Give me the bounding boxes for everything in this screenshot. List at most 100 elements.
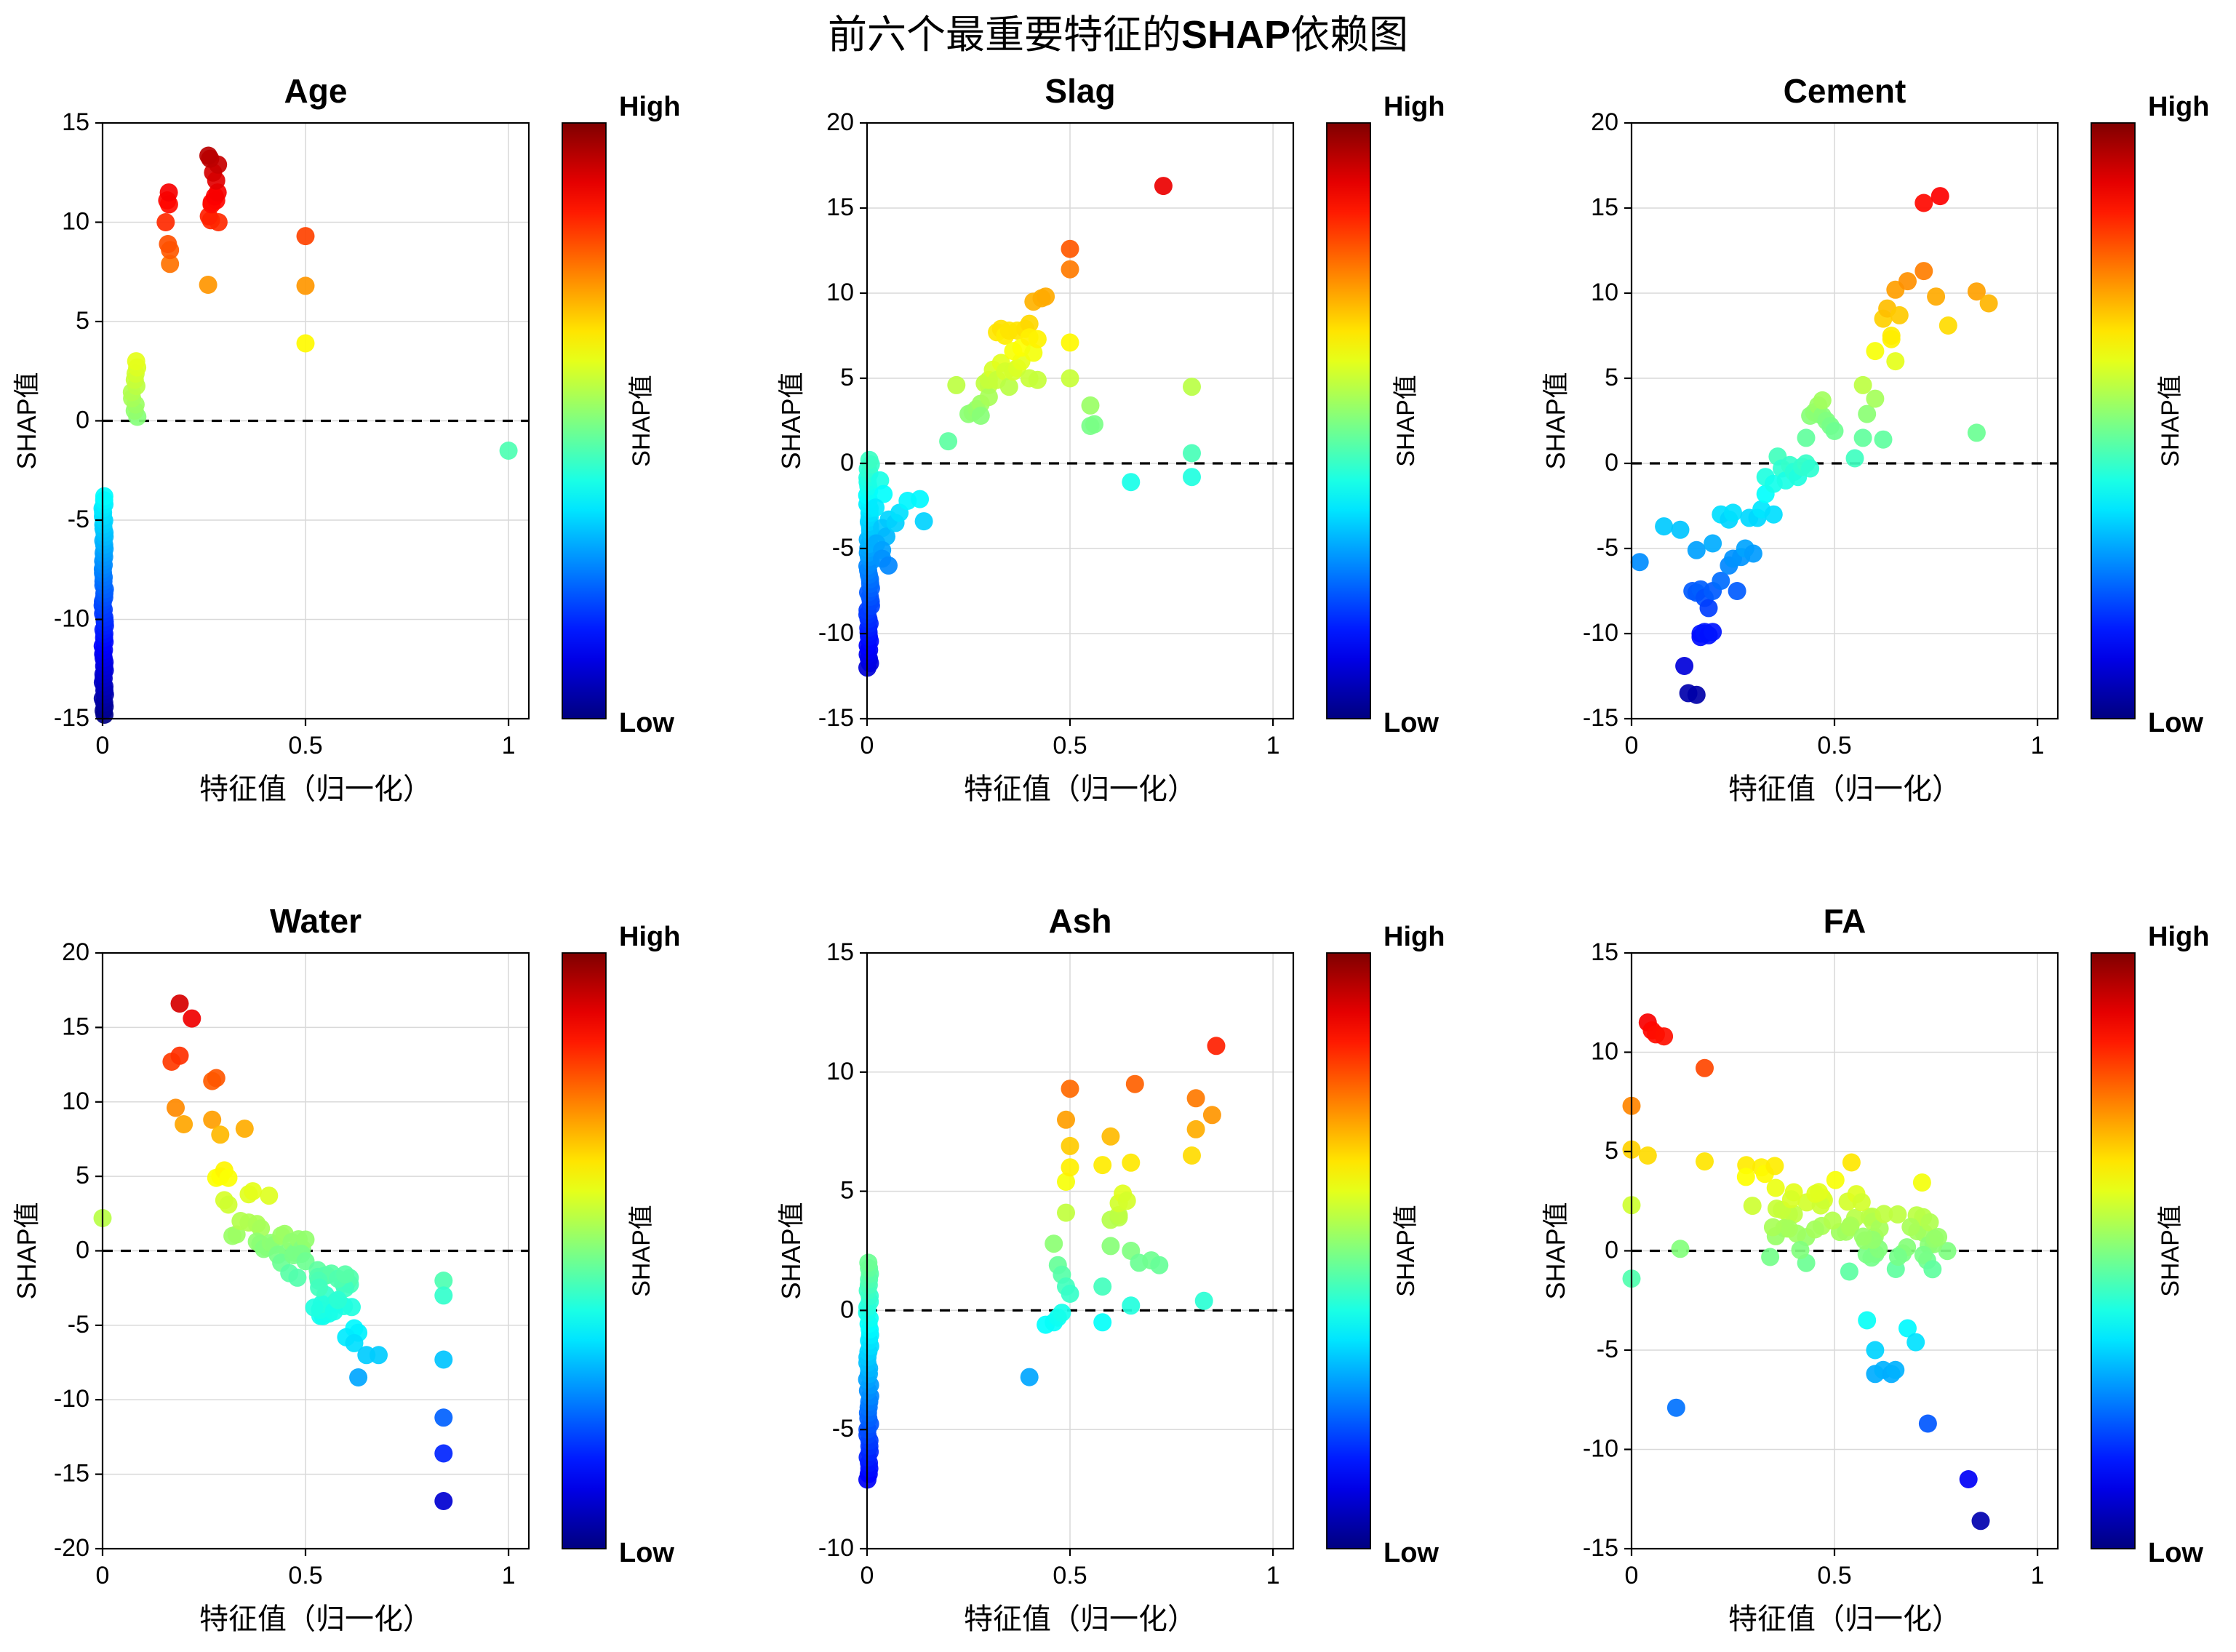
- svg-text:-10: -10: [818, 619, 854, 647]
- svg-text:Low: Low: [2148, 708, 2203, 738]
- svg-text:10: 10: [1591, 1038, 1618, 1066]
- svg-text:特征值（归一化）: 特征值（归一化）: [964, 773, 1197, 805]
- svg-text:0: 0: [76, 407, 89, 434]
- svg-text:0.5: 0.5: [1817, 732, 1851, 759]
- svg-text:-5: -5: [832, 1415, 854, 1442]
- svg-text:-10: -10: [54, 1385, 89, 1413]
- svg-text:1: 1: [2031, 1562, 2045, 1589]
- svg-text:High: High: [619, 92, 680, 122]
- svg-text:15: 15: [62, 1013, 89, 1040]
- svg-text:SHAP值: SHAP值: [2157, 375, 2184, 467]
- svg-text:20: 20: [62, 938, 89, 966]
- svg-text:0: 0: [1605, 449, 1618, 476]
- svg-text:-5: -5: [68, 506, 89, 533]
- svg-text:High: High: [2148, 92, 2209, 122]
- svg-text:Age: Age: [284, 72, 348, 110]
- svg-text:5: 5: [840, 364, 854, 391]
- svg-text:-10: -10: [1583, 1435, 1618, 1463]
- svg-text:Ash: Ash: [1049, 902, 1112, 940]
- svg-text:10: 10: [62, 1088, 89, 1115]
- svg-text:Low: Low: [619, 708, 674, 738]
- svg-text:-5: -5: [68, 1311, 89, 1338]
- svg-text:0: 0: [861, 732, 874, 759]
- svg-text:-15: -15: [54, 1460, 89, 1488]
- svg-text:SHAP值: SHAP值: [776, 372, 806, 469]
- svg-text:0: 0: [1605, 1237, 1618, 1264]
- svg-text:特征值（归一化）: 特征值（归一化）: [1728, 773, 1961, 805]
- svg-text:High: High: [619, 922, 680, 952]
- svg-text:SHAP值: SHAP值: [628, 375, 655, 467]
- svg-text:前六个最重要特征的SHAP依赖图: 前六个最重要特征的SHAP依赖图: [828, 13, 1408, 57]
- svg-text:SHAP值: SHAP值: [1392, 375, 1420, 467]
- svg-text:特征值（归一化）: 特征值（归一化）: [964, 1603, 1197, 1635]
- svg-text:Slag: Slag: [1045, 72, 1115, 110]
- svg-text:20: 20: [826, 108, 854, 136]
- svg-text:0: 0: [1625, 1562, 1639, 1589]
- svg-text:Water: Water: [270, 902, 362, 940]
- svg-text:0: 0: [840, 449, 854, 476]
- svg-text:0.5: 0.5: [1053, 1562, 1087, 1589]
- svg-text:15: 15: [1591, 938, 1618, 966]
- svg-text:1: 1: [502, 1562, 516, 1589]
- svg-text:20: 20: [1591, 108, 1618, 136]
- svg-text:5: 5: [76, 1162, 89, 1189]
- svg-text:High: High: [1383, 92, 1445, 122]
- svg-text:Low: Low: [619, 1538, 674, 1568]
- svg-text:Low: Low: [1383, 708, 1439, 738]
- svg-text:0: 0: [76, 1237, 89, 1264]
- svg-text:SHAP值: SHAP值: [1541, 372, 1570, 469]
- svg-text:0.5: 0.5: [288, 732, 322, 759]
- svg-text:特征值（归一化）: 特征值（归一化）: [199, 773, 432, 805]
- svg-text:10: 10: [826, 279, 854, 306]
- svg-text:-5: -5: [1597, 534, 1618, 562]
- svg-text:0.5: 0.5: [1053, 732, 1087, 759]
- svg-text:Low: Low: [2148, 1538, 2203, 1568]
- svg-text:10: 10: [1591, 279, 1618, 306]
- svg-text:0: 0: [1625, 732, 1639, 759]
- svg-text:特征值（归一化）: 特征值（归一化）: [1728, 1603, 1961, 1635]
- svg-text:-20: -20: [54, 1534, 89, 1562]
- svg-text:10: 10: [62, 208, 89, 236]
- svg-text:0: 0: [96, 1562, 110, 1589]
- svg-text:-15: -15: [818, 704, 854, 732]
- svg-text:5: 5: [1605, 1137, 1618, 1165]
- svg-text:SHAP值: SHAP值: [776, 1202, 806, 1299]
- svg-text:SHAP值: SHAP值: [1392, 1205, 1420, 1297]
- svg-text:0.5: 0.5: [1817, 1562, 1851, 1589]
- svg-text:-5: -5: [1597, 1336, 1618, 1363]
- svg-text:1: 1: [1266, 732, 1280, 759]
- svg-text:-10: -10: [1583, 619, 1618, 647]
- svg-text:5: 5: [1605, 364, 1618, 391]
- svg-text:High: High: [1383, 922, 1445, 952]
- svg-text:Cement: Cement: [1784, 72, 1906, 110]
- svg-text:0: 0: [96, 732, 110, 759]
- svg-text:5: 5: [840, 1177, 854, 1205]
- svg-text:15: 15: [62, 108, 89, 136]
- svg-text:-10: -10: [54, 605, 89, 633]
- svg-text:15: 15: [1591, 193, 1618, 221]
- svg-text:-15: -15: [1583, 704, 1618, 732]
- svg-text:SHAP值: SHAP值: [2157, 1205, 2184, 1297]
- svg-text:0.5: 0.5: [288, 1562, 322, 1589]
- svg-text:1: 1: [502, 732, 516, 759]
- svg-text:High: High: [2148, 922, 2209, 952]
- svg-text:-10: -10: [818, 1534, 854, 1562]
- svg-text:15: 15: [826, 938, 854, 966]
- svg-text:0: 0: [861, 1562, 874, 1589]
- svg-text:-15: -15: [1583, 1534, 1618, 1562]
- svg-text:SHAP值: SHAP值: [12, 372, 41, 469]
- svg-text:15: 15: [826, 193, 854, 221]
- svg-text:SHAP值: SHAP值: [12, 1202, 41, 1299]
- svg-text:0: 0: [840, 1296, 854, 1323]
- svg-text:-15: -15: [54, 704, 89, 732]
- svg-text:5: 5: [76, 307, 89, 335]
- svg-text:特征值（归一化）: 特征值（归一化）: [199, 1603, 432, 1635]
- svg-text:1: 1: [2031, 732, 2045, 759]
- svg-text:1: 1: [1266, 1562, 1280, 1589]
- svg-text:FA: FA: [1824, 902, 1866, 940]
- svg-text:-5: -5: [832, 534, 854, 562]
- svg-text:Low: Low: [1383, 1538, 1439, 1568]
- svg-text:10: 10: [826, 1058, 854, 1085]
- svg-text:SHAP值: SHAP值: [1541, 1202, 1570, 1299]
- svg-text:SHAP值: SHAP值: [628, 1205, 655, 1297]
